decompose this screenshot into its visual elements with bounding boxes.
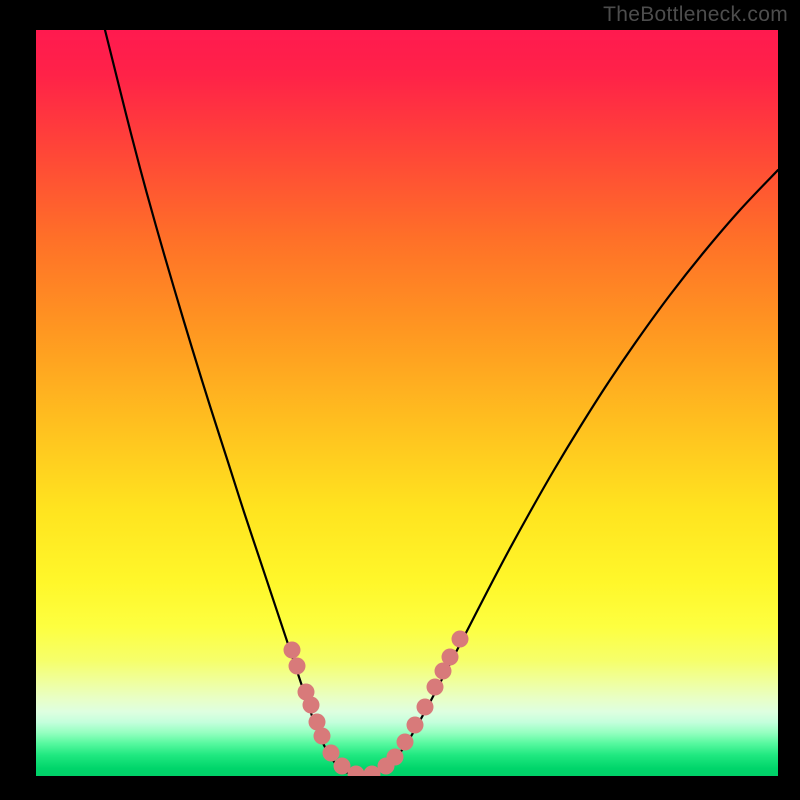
data-marker: [417, 699, 434, 716]
bottleneck-curve-right: [358, 170, 778, 776]
data-marker: [323, 745, 340, 762]
data-marker: [397, 734, 414, 751]
data-marker: [284, 642, 301, 659]
data-marker: [427, 679, 444, 696]
marker-group-left: [284, 642, 365, 777]
data-marker: [442, 649, 459, 666]
curve-layer: [36, 30, 778, 776]
plot-area: [36, 30, 778, 776]
marker-group-right: [364, 631, 469, 777]
data-marker: [314, 728, 331, 745]
bottleneck-curve-left: [105, 30, 358, 776]
data-marker: [452, 631, 469, 648]
data-marker: [387, 749, 404, 766]
watermark-text: TheBottleneck.com: [603, 3, 788, 27]
data-marker: [303, 697, 320, 714]
data-marker: [289, 658, 306, 675]
data-marker: [407, 717, 424, 734]
